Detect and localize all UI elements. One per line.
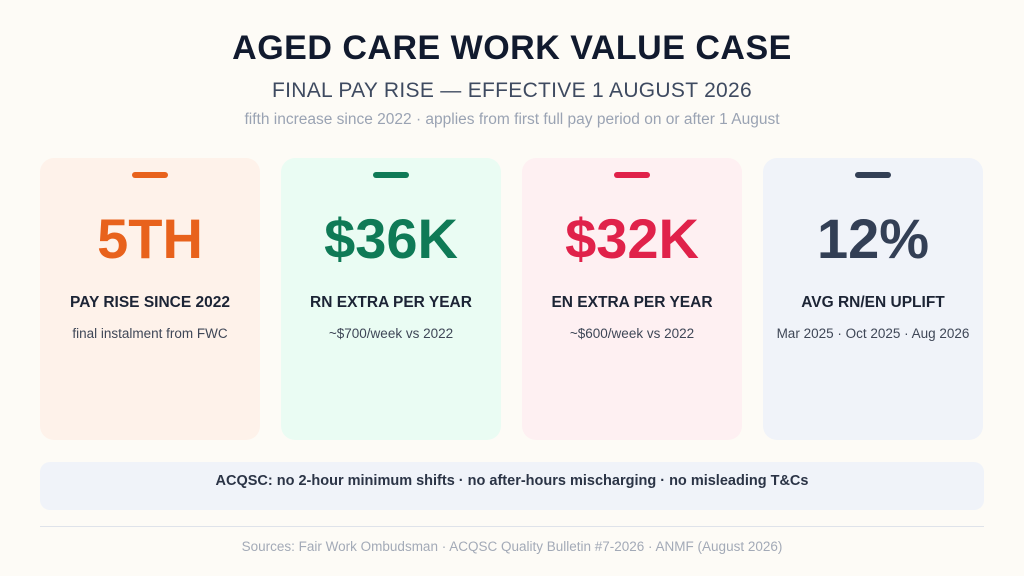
stat-note: ~$700/week vs 2022 — [328, 326, 454, 341]
acqsc-banner: ACQSC: no 2-hour minimum shifts · no aft… — [40, 462, 984, 510]
stat-note: ~$600/week vs 2022 — [569, 326, 695, 341]
stat-note: final instalment from FWC — [72, 326, 228, 341]
accent-bar — [855, 172, 891, 178]
footer-divider — [40, 526, 984, 527]
stat-label: EN EXTRA PER YEAR — [551, 294, 713, 311]
stat-label: AVG RN/EN UPLIFT — [801, 294, 945, 311]
stat-card-pay-rise: 5TH PAY RISE SINCE 2022 final instalment… — [40, 158, 260, 440]
sources-footer: Sources: Fair Work Ombudsman · ACQSC Qua… — [241, 539, 783, 554]
page-title: AGED CARE WORK VALUE CASE — [232, 29, 792, 67]
stat-value: 5TH — [97, 207, 203, 270]
stat-card-en-extra: $32K EN EXTRA PER YEAR ~$600/week vs 202… — [522, 158, 742, 440]
accent-bar — [614, 172, 650, 178]
accent-bar — [373, 172, 409, 178]
stat-value: 12% — [816, 207, 930, 270]
stat-note: Mar 2025 · Oct 2025 · Aug 2026 — [776, 326, 970, 341]
stat-label: PAY RISE SINCE 2022 — [70, 294, 230, 311]
stat-label: RN EXTRA PER YEAR — [310, 294, 472, 311]
stat-value: $36K — [324, 207, 458, 270]
stat-card-rn-extra: $36K RN EXTRA PER YEAR ~$700/week vs 202… — [281, 158, 501, 440]
stat-value: $32K — [565, 207, 699, 270]
accent-bar — [132, 172, 168, 178]
page-tagline: fifth increase since 2022 · applies from… — [244, 111, 780, 128]
page-subtitle: FINAL PAY RISE — EFFECTIVE 1 AUGUST 2026 — [272, 79, 752, 102]
stat-card-avg-uplift: 12% AVG RN/EN UPLIFT Mar 2025 · Oct 2025… — [763, 158, 983, 440]
